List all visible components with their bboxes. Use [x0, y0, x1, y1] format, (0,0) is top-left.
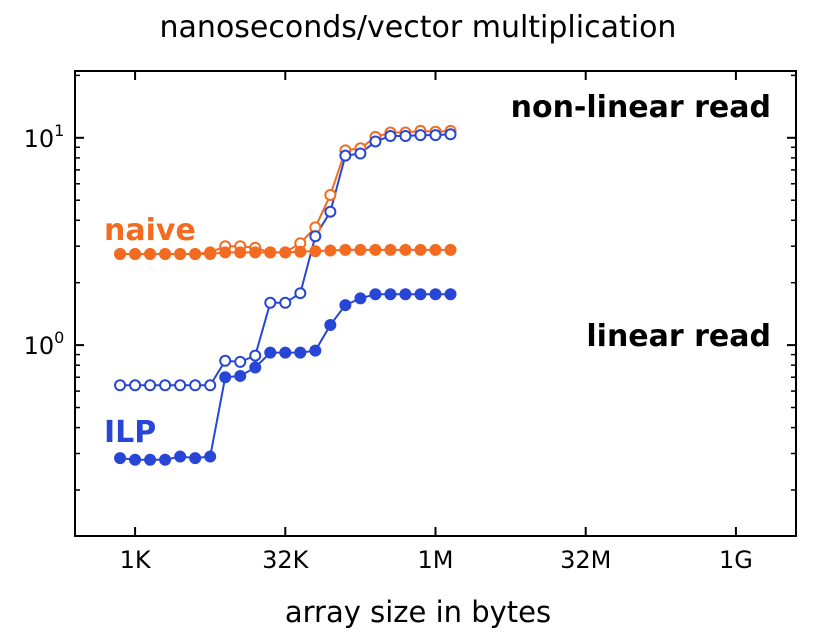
series-2-point [354, 147, 367, 160]
series-2-point [114, 379, 127, 392]
series-2-point [444, 128, 457, 141]
series-1-point [174, 248, 187, 261]
chart-title: nanoseconds/vector multiplication [160, 10, 677, 45]
series-3-point [414, 288, 427, 301]
y-tick-exponent: 0 [54, 328, 64, 347]
series-line-3 [119, 293, 451, 461]
series-1-point [249, 246, 262, 259]
y-tick-base: 10 [24, 332, 55, 360]
series-1-point [354, 243, 367, 256]
series-1-point [189, 248, 202, 261]
series-1-point [384, 243, 397, 256]
series-1-point [324, 244, 337, 257]
series-2-point [324, 205, 337, 218]
series-1-point [339, 243, 352, 256]
annotations: non-linear read naive linear read ILP [104, 90, 771, 450]
y-tick-exponent: 1 [54, 121, 64, 140]
series-1-point [144, 248, 157, 261]
series-1-point [279, 246, 292, 259]
series-1-point [159, 248, 172, 261]
series-2-point [399, 130, 412, 143]
series-markers [114, 124, 457, 466]
series-1-point [204, 248, 217, 261]
series-1-point [294, 245, 307, 258]
series-2-point [294, 287, 307, 300]
series-1-point [114, 248, 127, 261]
series-1-point [414, 243, 427, 256]
series-3-point [249, 361, 262, 374]
series-2-point [129, 379, 142, 392]
series-3-point [369, 288, 382, 301]
x-tick-label: 1M [418, 546, 454, 574]
y-tick-base: 10 [24, 125, 55, 153]
series-3-point [324, 319, 337, 332]
series-2-point [189, 379, 202, 392]
series-2-point [204, 379, 217, 392]
series-1-point [309, 245, 322, 258]
series-3-point [114, 452, 127, 465]
series-3-point [144, 453, 157, 466]
series-1-point [399, 243, 412, 256]
series-2-point [219, 354, 232, 367]
series-2-point [234, 355, 247, 368]
series-1-point [429, 243, 442, 256]
series-2-point [309, 230, 322, 243]
series-3-point [204, 450, 217, 463]
series-0-point [324, 188, 337, 201]
y-tick-label: 100 [24, 328, 65, 360]
series-3-point [159, 453, 172, 466]
series-3-point [384, 288, 397, 301]
x-tick-label: 32K [262, 546, 310, 574]
series-3-point [219, 371, 232, 384]
series-2-point [339, 149, 352, 162]
series-3-point [309, 344, 322, 357]
series-2-point [429, 129, 442, 142]
x-tick-label: 1G [719, 546, 753, 574]
series-2-point [414, 129, 427, 142]
x-tick-label: 1K [120, 546, 152, 574]
annotation-label: ILP [104, 415, 156, 450]
series-3-point [279, 346, 292, 359]
series-1-point [129, 248, 142, 261]
series-2-point [159, 379, 172, 392]
series-3-point [234, 369, 247, 382]
series-3-point [354, 292, 367, 305]
series-1-point [444, 243, 457, 256]
series-3-point [399, 288, 412, 301]
annotation-label: non-linear read [511, 90, 771, 125]
series-2-point [249, 349, 262, 362]
series-1-point [264, 246, 277, 259]
series-2-point [144, 379, 157, 392]
series-3-point [189, 452, 202, 465]
series-2-point [174, 379, 187, 392]
series-3-point [174, 450, 187, 463]
series-2-point [264, 296, 277, 309]
series-3-point [429, 288, 442, 301]
annotation-label: linear read [586, 319, 771, 354]
y-tick-label: 101 [24, 121, 65, 153]
annotation-label: naive [104, 213, 196, 248]
series-3-point [294, 346, 307, 359]
series-3-point [264, 346, 277, 359]
x-tick-label: 32M [560, 546, 611, 574]
series-2-point [384, 130, 397, 143]
series-3-point [129, 453, 142, 466]
series-3-point [339, 299, 352, 312]
series-1-point [234, 246, 247, 259]
series-2-point [369, 135, 382, 148]
x-axis-label: array size in bytes [285, 595, 551, 629]
series-2-point [279, 296, 292, 309]
series-1-point [369, 243, 382, 256]
series-3-point [444, 288, 457, 301]
series-1-point [219, 246, 232, 259]
